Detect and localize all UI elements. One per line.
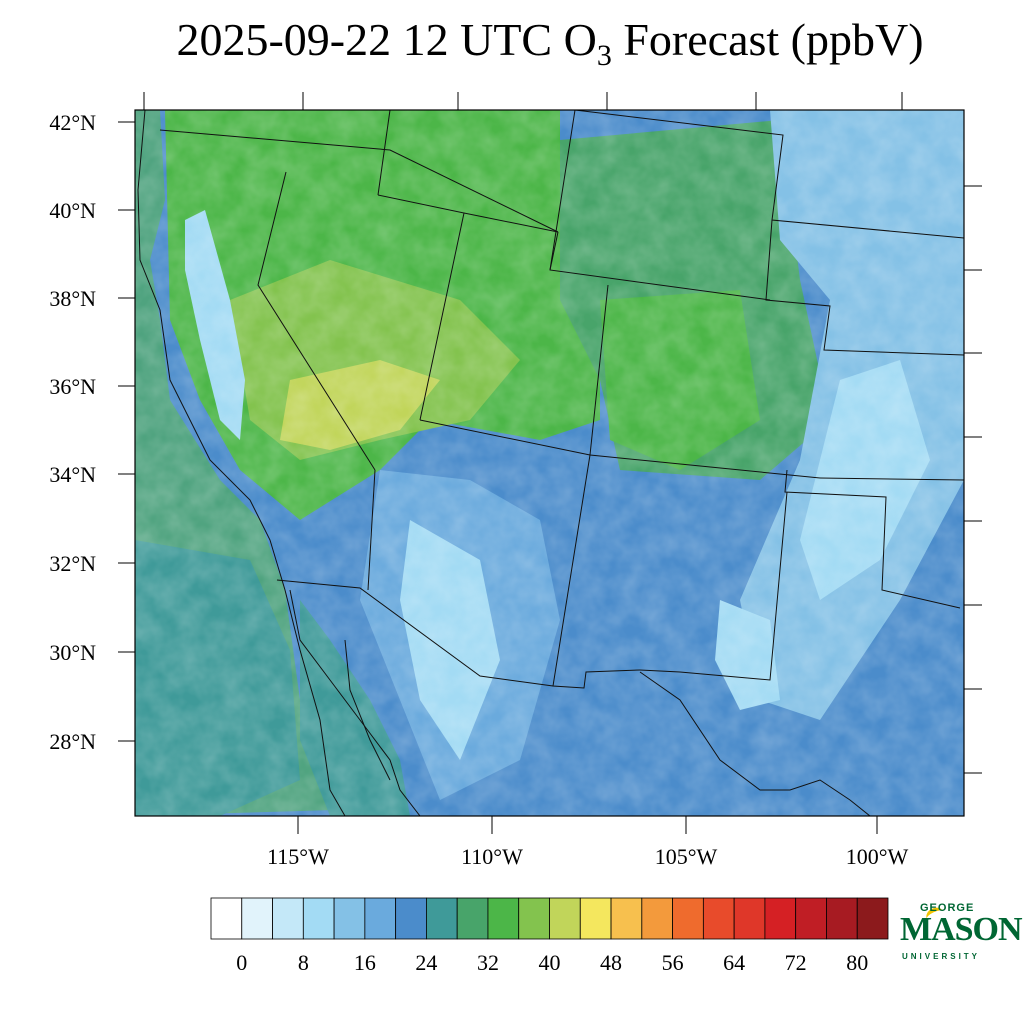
colorbar-box	[764, 897, 797, 940]
colorbar-box	[241, 897, 273, 940]
colorbar-box	[364, 897, 397, 940]
colorbar-box	[487, 897, 520, 940]
lat-label: 38°N	[49, 286, 96, 311]
logo-george: GEORGE	[920, 902, 975, 914]
colorbar-box	[549, 897, 581, 940]
lon-label: 100°W	[846, 844, 909, 869]
latitude-axis: 42°N 40°N 38°N 36°N 34°N 32°N 30°N 28°N	[49, 110, 135, 754]
coastline	[137, 110, 871, 816]
top-ticks	[143, 92, 903, 110]
colorbar-box	[795, 897, 827, 940]
lat-label: 34°N	[49, 462, 96, 487]
colorbar-tick-label: 40	[539, 950, 561, 975]
logo-mason: MASON	[900, 911, 1023, 948]
gmu-logo: GEORGE MASON UNIVERSITY	[898, 900, 1023, 970]
colorbar-tick-label: 72	[785, 950, 807, 975]
colorbar-tick-label: 48	[600, 950, 622, 975]
colorbar-tick-label: 32	[477, 950, 499, 975]
colorbar-box	[302, 897, 335, 940]
lat-label: 28°N	[49, 729, 96, 754]
lat-label: 40°N	[49, 198, 96, 223]
colorbar-box	[733, 897, 766, 940]
lat-label: 42°N	[49, 110, 96, 135]
state-boundaries	[159, 110, 964, 689]
lat-label: 32°N	[49, 551, 96, 576]
colorbar-tick-label: 24	[415, 950, 437, 975]
lat-label: 30°N	[49, 640, 96, 665]
lon-label: 105°W	[655, 844, 718, 869]
colorbar-tick-label: 56	[662, 950, 684, 975]
logo-university: UNIVERSITY	[902, 952, 981, 961]
colorbar-box	[518, 897, 550, 940]
colorbar-box	[333, 897, 366, 940]
colorbar-box	[395, 897, 427, 940]
colorbar-box	[610, 897, 643, 940]
colorbar-tick-label: 8	[298, 950, 309, 975]
lat-label: 36°N	[49, 374, 96, 399]
longitude-axis: 115°W 110°W 105°W 100°W	[267, 816, 909, 869]
colorbar-box	[856, 897, 889, 940]
colorbar-box	[672, 897, 704, 940]
colorbar-box	[456, 897, 489, 940]
map-frame	[134, 109, 965, 817]
lon-label: 115°W	[267, 844, 329, 869]
colorbar-box	[826, 897, 858, 940]
colorbar-box	[641, 897, 673, 940]
colorbar-box	[272, 897, 304, 940]
colorbar-tick-label: 80	[846, 950, 868, 975]
colorbar-tick-label: 0	[236, 950, 247, 975]
colorbar-box	[426, 897, 458, 940]
right-ticks	[964, 185, 982, 774]
colorbar-box	[579, 897, 612, 940]
colorbar-box	[702, 897, 735, 940]
colorbar: 0 8 16 24 32 40 48 56 64 72 80	[210, 897, 889, 975]
colorbar-tick-label: 64	[723, 950, 745, 975]
map-title: 2025-09-22 12 UTC O3 Forecast (ppbV)	[176, 14, 924, 72]
colorbar-tick-label: 16	[354, 950, 376, 975]
ozone-field	[135, 110, 964, 816]
lon-label: 110°W	[461, 844, 523, 869]
colorbar-box	[210, 897, 243, 940]
